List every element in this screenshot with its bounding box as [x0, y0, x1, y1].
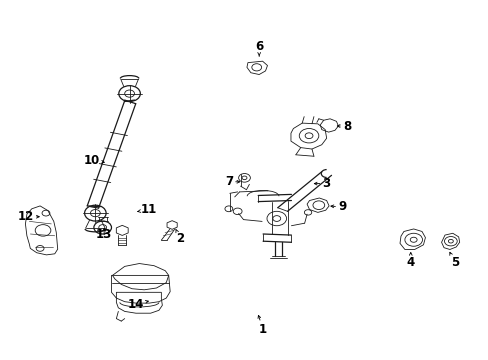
Text: 6: 6 [255, 40, 263, 56]
Text: 9: 9 [330, 201, 346, 213]
Text: 3: 3 [314, 177, 330, 190]
Text: 11: 11 [138, 203, 157, 216]
Text: 4: 4 [406, 252, 414, 269]
Text: 13: 13 [96, 228, 112, 241]
Text: 8: 8 [337, 120, 350, 132]
Text: 2: 2 [175, 229, 183, 245]
Text: 14: 14 [127, 298, 148, 311]
Text: 7: 7 [224, 175, 239, 188]
Text: 5: 5 [449, 252, 458, 269]
Text: 10: 10 [83, 154, 104, 167]
Text: 12: 12 [18, 210, 39, 223]
Text: 1: 1 [258, 315, 266, 336]
